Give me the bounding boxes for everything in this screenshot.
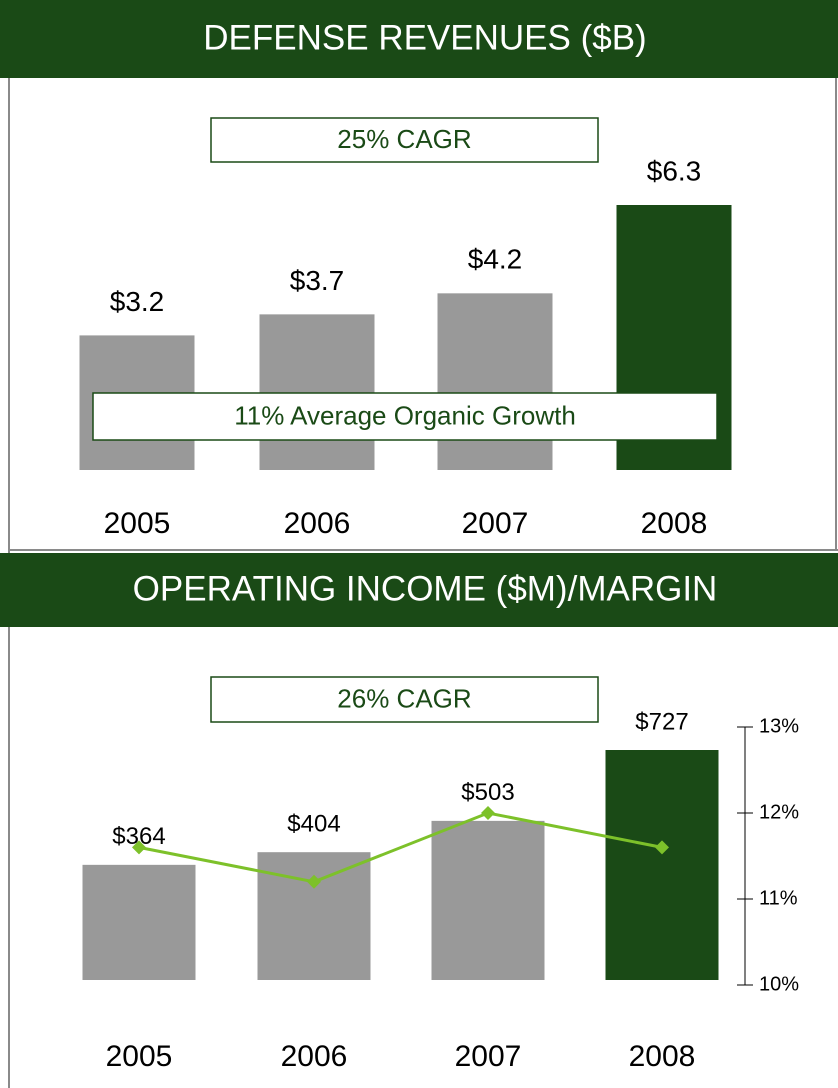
x-tick-label: 2008	[641, 507, 708, 540]
line-marker	[481, 806, 495, 820]
y2-tick-label: 10%	[759, 973, 799, 995]
x-tick-label: 2005	[104, 507, 171, 540]
line-marker	[132, 840, 146, 855]
y2-tick-label: 13%	[759, 715, 799, 737]
value-label: $727	[635, 708, 688, 735]
annotation-box	[210, 676, 599, 723]
x-tick-label: 2006	[281, 1040, 348, 1073]
annotation: 25% CAGR	[337, 124, 471, 154]
value-label: $3.2	[110, 286, 165, 317]
header-band	[0, 0, 838, 78]
bar	[431, 820, 545, 980]
line-marker	[307, 874, 321, 889]
bar	[82, 864, 196, 980]
x-tick-label: 2007	[455, 1040, 522, 1073]
value-label: $404	[287, 811, 340, 838]
margin-line	[138, 811, 663, 884]
bar	[605, 750, 719, 980]
annotation-box	[210, 117, 599, 163]
x-tick-label: 2008	[629, 1040, 696, 1073]
annotation: 11% Average Organic Growth	[234, 400, 576, 430]
header-band	[0, 553, 838, 627]
y2-tick-label: 12%	[759, 801, 799, 823]
line-marker	[655, 840, 669, 855]
chart-title: DEFENSE REVENUES ($B)	[203, 18, 646, 57]
x-tick-label: 2007	[462, 507, 529, 540]
bar	[437, 293, 553, 470]
bar	[257, 852, 371, 980]
value-label: $503	[461, 779, 514, 806]
value-label: $3.7	[290, 265, 345, 296]
x-tick-label: 2006	[284, 507, 351, 540]
chart-title: OPERATING INCOME ($M)/MARGIN	[133, 569, 718, 608]
value-label: $6.3	[647, 155, 702, 186]
y2-tick-label: 11%	[759, 887, 798, 909]
bar	[259, 314, 375, 470]
x-tick-label: 2005	[106, 1040, 173, 1073]
annotation-box	[92, 392, 718, 441]
value-label: $4.2	[468, 244, 523, 275]
annotation: 26% CAGR	[337, 683, 471, 713]
